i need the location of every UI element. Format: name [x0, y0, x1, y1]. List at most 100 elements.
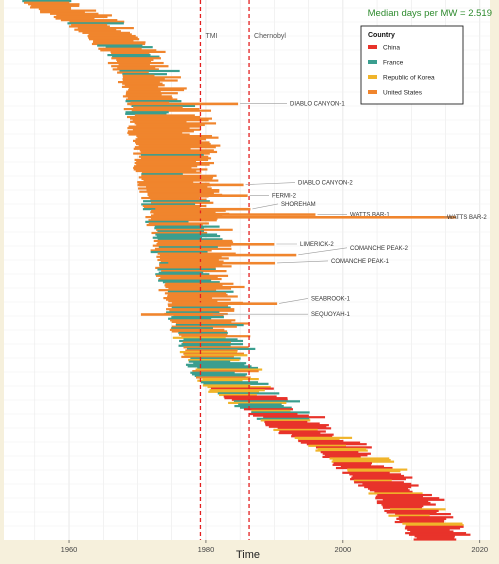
reactor-bar [353, 479, 392, 482]
reactor-bar [140, 313, 211, 316]
reactor-bar [395, 513, 451, 516]
reactor-bar [402, 522, 463, 525]
reactor-bar [56, 14, 112, 17]
reactor-bar [117, 66, 156, 69]
reactor-bar [164, 284, 223, 287]
reactor-label: DIABLO CANYON-2 [298, 181, 353, 187]
reactor-bar [125, 98, 178, 101]
reactor-bar [297, 438, 340, 441]
reactor-bar [265, 422, 320, 425]
reactor-bar [376, 501, 431, 505]
x-axis-title: Time [236, 549, 260, 559]
reactor-bar [133, 106, 183, 109]
reactor-bar [132, 128, 201, 131]
legend-label: United States [383, 90, 423, 97]
reactor-bar [134, 162, 215, 165]
reactor-bar [315, 449, 368, 452]
reactor-bar [172, 336, 226, 339]
reactor-bar [194, 374, 246, 378]
label-leader-line [245, 182, 296, 185]
reactor-bar [389, 508, 446, 511]
reactor-bar [131, 104, 196, 108]
reactor-bar [202, 384, 251, 387]
reactor-bar [117, 71, 149, 74]
reactor-bar [150, 211, 216, 214]
reactor-bar [122, 76, 181, 79]
reactor-bar [150, 250, 208, 254]
reactor-bar [178, 331, 228, 335]
legend-box [360, 25, 464, 105]
reactor-bar [386, 511, 437, 514]
reactor-bar [158, 277, 222, 281]
reactor-bar [128, 125, 200, 128]
reactor-bar [157, 268, 216, 271]
reactor-bar [138, 144, 221, 147]
reactor-bar [82, 31, 130, 34]
reactor-bar [167, 290, 234, 293]
reactor-bar [349, 473, 402, 476]
reactor-bar [164, 292, 227, 295]
reactor-label: COMANCHE PEAK-1 [331, 259, 390, 265]
reactor-bar [322, 455, 361, 459]
reactor-bar [159, 265, 232, 268]
reactor-bar [112, 68, 159, 71]
reactor-bar [171, 306, 231, 309]
reactor-bar [333, 462, 372, 465]
reactor-bar [399, 519, 445, 522]
reactor-bar [133, 168, 208, 171]
reactor-bar [127, 102, 239, 106]
reactor-bar [135, 138, 206, 141]
reactor-bar [125, 93, 162, 96]
reactor-bar [157, 238, 223, 241]
reactor-bar [256, 417, 310, 420]
reactor-label: SHOREHAM [281, 202, 316, 208]
reactor-bar [368, 492, 423, 495]
reactor-bar [208, 390, 260, 393]
reactor-bar [175, 322, 250, 325]
reactor-bar [154, 225, 220, 228]
reactor-bar [111, 52, 150, 55]
reactor-bar [248, 412, 298, 416]
reactor-bar [179, 351, 238, 354]
reference-line-label: TMI [205, 33, 217, 40]
reactor-bar [291, 433, 334, 436]
reactor-bar [171, 327, 213, 330]
reactor-bar [126, 115, 201, 119]
reactor-bar [243, 408, 294, 411]
reactor-bar [23, 1, 70, 4]
reactor-bar [156, 228, 233, 231]
reactor-bar [396, 517, 447, 520]
reactor-bar [405, 532, 467, 535]
reactor-bar [413, 538, 457, 541]
reactor-bar [67, 22, 124, 25]
reactor-bar [186, 347, 256, 351]
reactor-bar [168, 261, 276, 265]
reactor-bar [148, 222, 209, 225]
reactor-bar [165, 282, 234, 285]
reactor-bar [193, 362, 247, 365]
reactor-bar [182, 341, 231, 344]
reactor-bar [154, 227, 205, 230]
reactor-bar [28, 3, 80, 6]
reactor-bar [219, 393, 257, 397]
legend-label: Republic of Korea [383, 75, 435, 82]
reactor-bar [135, 169, 197, 173]
reactor-bar [354, 481, 404, 484]
reactor-bar [139, 149, 214, 152]
reactor-bar [234, 405, 284, 408]
x-tick-label: 2000 [334, 545, 351, 554]
reactor-bar [141, 196, 200, 200]
reactor-bar [158, 279, 212, 282]
reactor-bar [136, 160, 197, 163]
reactor-bar [183, 338, 238, 341]
reactor-bar [369, 489, 410, 492]
reactor-bar [140, 157, 212, 160]
reactor-bar [98, 47, 142, 50]
reactor-bar [31, 4, 80, 7]
reactor-bar [157, 230, 205, 233]
reactor-bar [168, 304, 229, 308]
reactor-bar [178, 333, 228, 336]
reactor-bar [127, 130, 194, 133]
reactor-bar [167, 295, 238, 298]
